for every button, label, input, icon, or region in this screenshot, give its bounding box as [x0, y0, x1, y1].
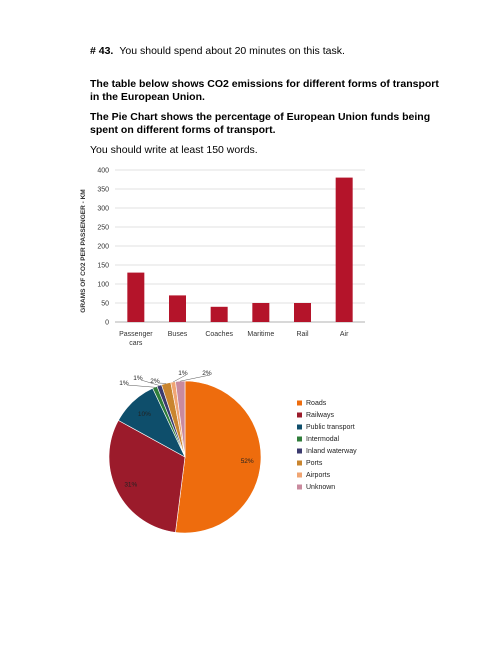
legend-swatch [297, 400, 302, 406]
legend-label: Airports [306, 472, 331, 479]
legend-swatch [297, 472, 302, 478]
legend-swatch [297, 424, 302, 430]
legend-swatch [297, 436, 302, 442]
bar-chart-y-ticks: 0 50 100 150 200 250 300 350 400 [97, 168, 109, 327]
bar-chart-y-axis-label: GRAMS OF CO2 PER PASSENGER - KM [80, 189, 87, 312]
bar-y-tick-label: 150 [97, 263, 109, 270]
pie-chart-slices [108, 380, 262, 534]
pie-data-label: 2% [150, 378, 160, 385]
pie-chart-legend: Roads Railways Public transport Intermodal I… [297, 400, 357, 491]
legend-swatch [297, 412, 302, 418]
legend-swatch [297, 448, 302, 454]
pie-leader-line [180, 374, 211, 382]
pie-slice-railways [108, 419, 186, 533]
bar-x-tick-label: Passenger cars [119, 331, 153, 347]
bar-y-tick-label: 0 [105, 320, 109, 327]
pie-description: The Pie Chart shows the percentage of Eu… [90, 111, 431, 136]
legend-label: Intermodal [306, 436, 340, 443]
bar-x-tick-label: Maritime [247, 331, 274, 338]
bar-y-tick-label: 300 [97, 206, 109, 213]
bar-chart-bars [127, 177, 353, 322]
bar-rail [294, 303, 311, 322]
legend-swatch [297, 460, 302, 466]
legend-label: Railways [306, 412, 335, 419]
pie-chart-data-labels: 52% 31% 10% 1% 1% 2% 1% 2% [119, 370, 254, 489]
bar-y-tick-label: 250 [97, 225, 109, 232]
pie-data-label: 1% [119, 380, 129, 387]
bar-y-tick-label: 400 [97, 168, 109, 175]
task-number: # 43. [90, 45, 114, 57]
bar-y-tick-label: 50 [101, 301, 109, 308]
bar-chart-grid [115, 169, 365, 323]
table-description: The table below shows CO2 emissions for … [90, 78, 439, 103]
pie-leader-line [126, 384, 155, 388]
bar-chart-x-ticks: Passenger cars Buses Coaches Maritime Rail Air [119, 331, 349, 347]
pie-data-label: 1% [133, 375, 143, 382]
pie-data-label: 2% [202, 370, 212, 377]
bar-air [335, 177, 353, 322]
pie-data-label: 52% [241, 458, 254, 465]
legend-label: Public transport [306, 424, 355, 431]
legend-label: Ports [306, 460, 323, 467]
bar-maritime [252, 303, 270, 322]
task-instruction: You should spend about 20 minutes on thi… [119, 45, 345, 57]
bar-y-tick-label: 100 [97, 282, 109, 289]
legend-label: Inland waterway [306, 448, 357, 455]
bar-x-tick-label: Buses [168, 331, 188, 338]
bar-passenger-cars [127, 272, 145, 322]
bar-x-tick-label: Coaches [205, 331, 233, 338]
co2-bar-chart: 0 50 100 150 200 250 300 350 400 Passenger cars Bu… [80, 168, 365, 347]
legend-label: Roads [306, 400, 327, 407]
bar-x-tick-label: Air [340, 331, 349, 338]
bar-coaches [210, 306, 228, 322]
funds-pie-chart: 52% 31% 10% 1% 1% 2% 1% 2% Roads Railways Public … [108, 370, 357, 534]
pie-data-label: 31% [124, 482, 137, 489]
pie-slice-roads [175, 380, 262, 534]
pie-leader-line [140, 379, 160, 386]
legend-label: Unknown [306, 484, 335, 491]
pie-data-label: 1% [178, 370, 188, 377]
bar-y-tick-label: 350 [97, 187, 109, 194]
legend-swatch [297, 484, 302, 490]
word-count-instruction: You should write at least 150 words. [90, 144, 258, 156]
bar-y-tick-label: 200 [97, 244, 109, 251]
pie-data-label: 10% [138, 411, 151, 418]
task-instruction-line: # 43. You should spend about 20 minutes o… [90, 45, 450, 58]
bar-x-tick-label: Rail [296, 331, 309, 338]
pie-leader-line [172, 374, 187, 383]
bar-buses [169, 295, 186, 322]
